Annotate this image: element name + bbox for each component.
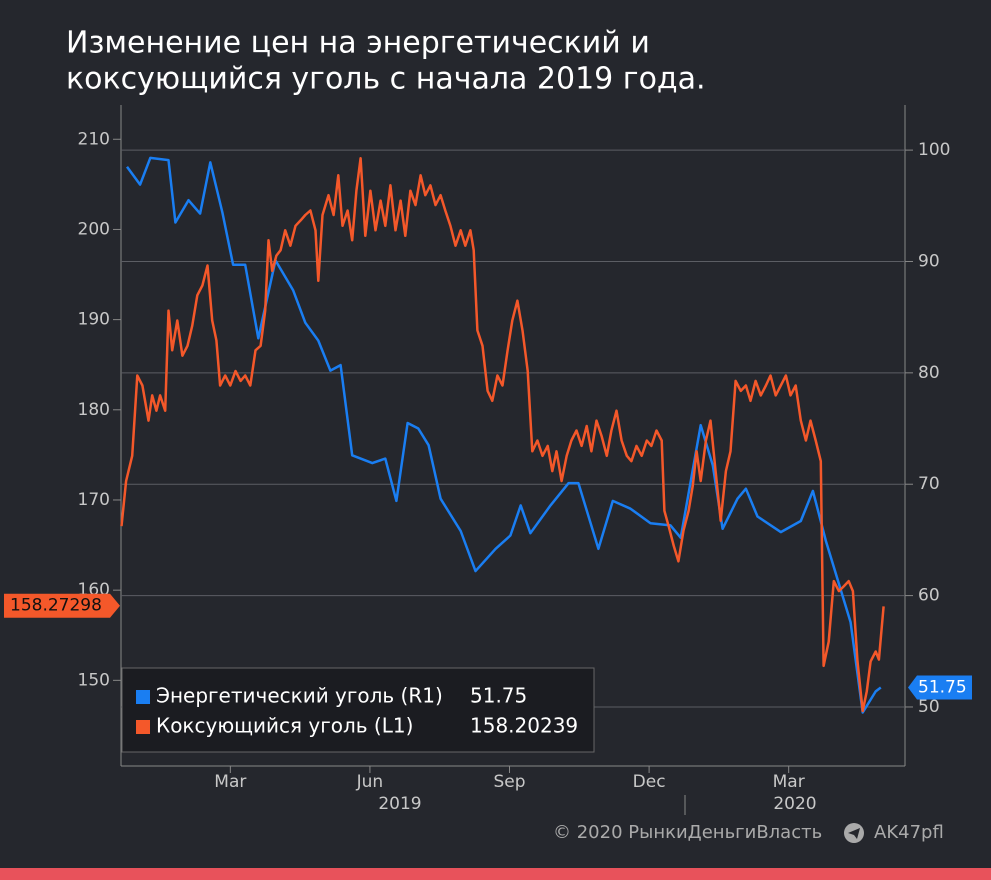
last-value-marker (908, 675, 972, 700)
legend-swatch (136, 690, 150, 704)
x-tick-label: Mar (214, 772, 246, 792)
last-value-marker (4, 593, 120, 618)
x-tick-label: Jun (356, 772, 384, 792)
legend (121, 667, 595, 753)
year-label: 2019 (378, 794, 421, 814)
last-value-label: 158.27298 (10, 596, 102, 616)
bottom-bar (0, 868, 991, 880)
legend-swatch (136, 720, 150, 734)
y-tick-label: 190 (78, 310, 110, 330)
y-tick-label: 170 (78, 490, 110, 510)
legend-value: 158.20239 (470, 714, 578, 738)
y2-tick-label: 70 (918, 474, 940, 494)
y-tick-label: 210 (78, 129, 110, 149)
x-tick-label: Dec (633, 772, 666, 792)
legend-label: Коксующийся уголь (L1) (156, 714, 413, 738)
series-line (120, 156, 885, 713)
last-value-label: 51.75 (918, 677, 967, 697)
y2-tick-label: 50 (918, 697, 940, 717)
y2-tick-label: 100 (918, 140, 950, 160)
y-tick-label: 150 (78, 670, 110, 690)
chart-title: коксующийся уголь с начала 2019 года. (66, 62, 706, 97)
y-tick-label: 200 (78, 219, 110, 239)
channel: AK47pfl (874, 822, 944, 843)
copyright: © 2020 РынкиДеньгиВласть (553, 822, 822, 843)
plot (120, 149, 905, 714)
y-tick-label: 180 (78, 400, 110, 420)
chart-title: Изменение цен на энергетический и (66, 26, 650, 61)
series-line (125, 156, 882, 714)
year-label: 2020 (773, 794, 816, 814)
x-tick-label: Mar (773, 772, 805, 792)
legend-value: 51.75 (470, 684, 527, 708)
legend-label: Энергетический уголь (R1) (156, 684, 443, 708)
y2-tick-label: 80 (918, 363, 940, 383)
telegram-plane (848, 828, 860, 839)
y2-tick-label: 60 (918, 586, 940, 606)
y2-tick-label: 90 (918, 251, 940, 271)
x-tick-label: Sep (493, 772, 525, 792)
